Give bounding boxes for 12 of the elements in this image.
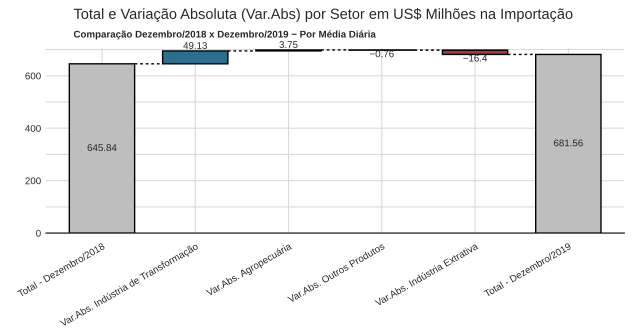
data-label: −16.4 [463, 54, 488, 62]
y-tick-label: 600 [25, 72, 41, 80]
data-label: 49.13 [183, 42, 207, 49]
y-tick-label: 200 [25, 177, 41, 184]
data-label: 645.84 [88, 144, 117, 152]
chart-title: Total e Variação Absoluta (Var.Abs) por Setor em US$ Milhões na Importação [74, 8, 572, 22]
data-label: −0.76 [370, 50, 394, 58]
chart-subtitle: Comparação Dezembro/2018 x Dezembro/2019 − Por Média Diária [74, 30, 376, 40]
data-label: 3.75 [279, 41, 298, 48]
y-tick-label: 0 [36, 230, 41, 237]
data-label: 681.56 [554, 139, 583, 146]
y-tick-label: 400 [25, 124, 41, 132]
